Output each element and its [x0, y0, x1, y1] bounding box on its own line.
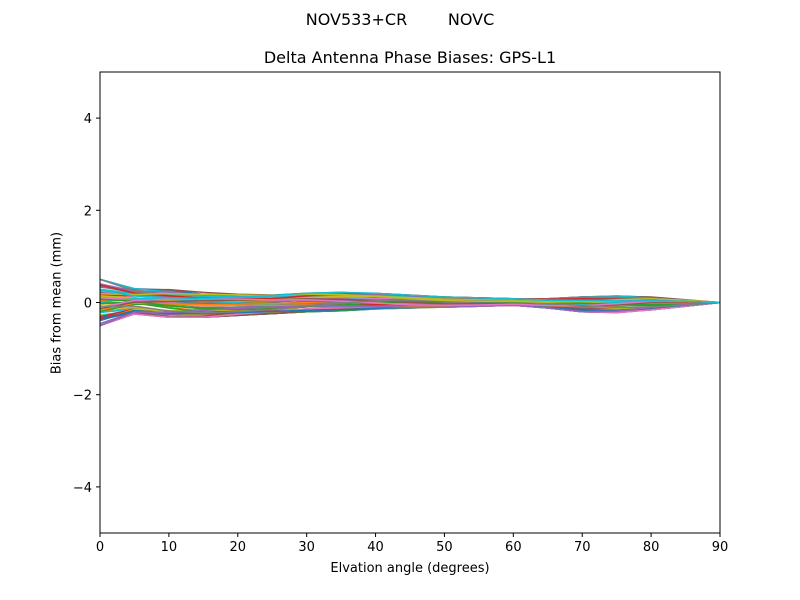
y-axis-ticks: −4 −2 0 2 4 — [73, 112, 100, 496]
svg-text:0: 0 — [96, 540, 104, 555]
svg-text:80: 80 — [643, 540, 660, 555]
figure-suptitle: NOV533+CR NOVC — [305, 10, 495, 29]
svg-text:60: 60 — [505, 540, 522, 555]
series-lines — [99, 278, 721, 327]
svg-text:2: 2 — [84, 204, 92, 219]
chart-title: Delta Antenna Phase Biases: GPS-L1 — [263, 48, 557, 67]
svg-text:−2: −2 — [73, 389, 92, 404]
y-axis-label: Bias from mean (mm) — [49, 231, 65, 375]
svg-text:70: 70 — [574, 540, 591, 555]
svg-text:4: 4 — [84, 112, 92, 127]
svg-text:−4: −4 — [73, 481, 92, 496]
x-axis-ticks: 0 10 20 30 40 50 60 70 80 90 — [96, 533, 728, 555]
svg-text:20: 20 — [230, 540, 247, 555]
svg-text:50: 50 — [436, 540, 453, 555]
svg-text:0: 0 — [84, 297, 92, 312]
svg-text:40: 40 — [367, 540, 384, 555]
svg-text:10: 10 — [161, 540, 178, 555]
svg-text:30: 30 — [298, 540, 315, 555]
x-axis-label: Elvation angle (degrees) — [330, 561, 490, 576]
svg-text:90: 90 — [712, 540, 729, 555]
